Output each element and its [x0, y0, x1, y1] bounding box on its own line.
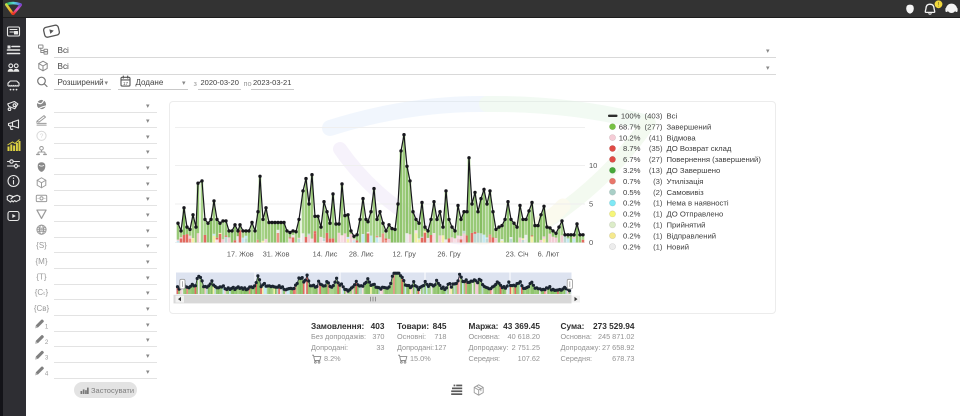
svg-text:Завершений: Завершений: [667, 122, 712, 131]
svg-text:4: 4: [45, 370, 49, 377]
svg-text:0.2%: 0.2%: [623, 242, 641, 251]
svg-text:{Cв}: {Cв}: [34, 304, 50, 313]
svg-text:31. Жов: 31. Жов: [263, 250, 290, 259]
svg-text:Прийнятий: Прийнятий: [667, 221, 706, 230]
svg-text:(41): (41): [649, 133, 663, 142]
svg-text:0.7%: 0.7%: [623, 177, 641, 186]
svg-text:1: 1: [45, 323, 49, 330]
svg-text:(1): (1): [653, 221, 663, 230]
svg-text:Всі: Всі: [667, 112, 678, 121]
svg-text:(2): (2): [653, 188, 663, 197]
svg-text:0.2%: 0.2%: [623, 210, 641, 219]
svg-text:(1): (1): [653, 242, 663, 251]
svg-text:17: 17: [123, 81, 129, 86]
svg-text:6.7%: 6.7%: [623, 155, 641, 164]
svg-text:0.5%: 0.5%: [623, 188, 641, 197]
svg-text:26. Гру: 26. Гру: [437, 250, 461, 259]
svg-text:Відправлений: Відправлений: [667, 231, 717, 240]
svg-text:Відмова: Відмова: [667, 133, 697, 142]
svg-text:Утилізація: Утилізація: [667, 177, 704, 186]
svg-text:(27): (27): [649, 155, 663, 164]
svg-text:{M}: {M}: [35, 257, 47, 266]
svg-text:12. Гру: 12. Гру: [393, 250, 417, 259]
svg-text:8.7%: 8.7%: [623, 144, 641, 153]
svg-text:23. Січ: 23. Січ: [506, 250, 529, 259]
svg-text:3: 3: [45, 355, 49, 362]
svg-text:{Cₜ}: {Cₜ}: [35, 288, 49, 297]
svg-text:10.2%: 10.2%: [619, 133, 641, 142]
svg-text:Нема в наявності: Нема в наявності: [667, 199, 729, 208]
svg-text:(3): (3): [653, 177, 663, 186]
svg-text:6. Лют: 6. Лют: [538, 250, 560, 259]
svg-text:Повернення (завершений): Повернення (завершений): [667, 155, 762, 164]
svg-text:?: ?: [40, 133, 44, 140]
svg-text:(1): (1): [653, 199, 663, 208]
svg-text:28. Лис: 28. Лис: [349, 250, 374, 259]
svg-text:2: 2: [45, 339, 49, 346]
svg-text:(403): (403): [645, 112, 663, 121]
svg-text:17. Жов: 17. Жов: [227, 250, 254, 259]
svg-text:14. Лис: 14. Лис: [313, 250, 338, 259]
svg-text:{S}: {S}: [36, 241, 47, 250]
svg-text:(1): (1): [653, 210, 663, 219]
svg-text:ДО Возврат склад: ДО Возврат склад: [667, 144, 732, 153]
svg-text:5: 5: [589, 200, 593, 209]
svg-text:!: !: [938, 3, 940, 9]
svg-text:(35): (35): [649, 144, 663, 153]
svg-text:0.2%: 0.2%: [623, 199, 641, 208]
svg-text:100%: 100%: [621, 112, 641, 121]
svg-text:10: 10: [589, 161, 597, 170]
svg-text:(13): (13): [649, 166, 663, 175]
svg-text:(1): (1): [653, 231, 663, 240]
svg-text:3.2%: 3.2%: [623, 166, 641, 175]
svg-text:0.2%: 0.2%: [623, 231, 641, 240]
svg-text:ДО Завершено: ДО Завершено: [667, 166, 721, 175]
svg-text:68.7%: 68.7%: [619, 122, 641, 131]
svg-text:Самовивіз: Самовивіз: [667, 188, 705, 197]
svg-text:0: 0: [589, 238, 593, 247]
svg-text:0.2%: 0.2%: [623, 221, 641, 230]
svg-text:{T}: {T}: [36, 272, 47, 281]
svg-text:(277): (277): [645, 122, 663, 131]
svg-text:Новий: Новий: [667, 242, 690, 251]
svg-text:ДО Отправлено: ДО Отправлено: [667, 210, 724, 219]
